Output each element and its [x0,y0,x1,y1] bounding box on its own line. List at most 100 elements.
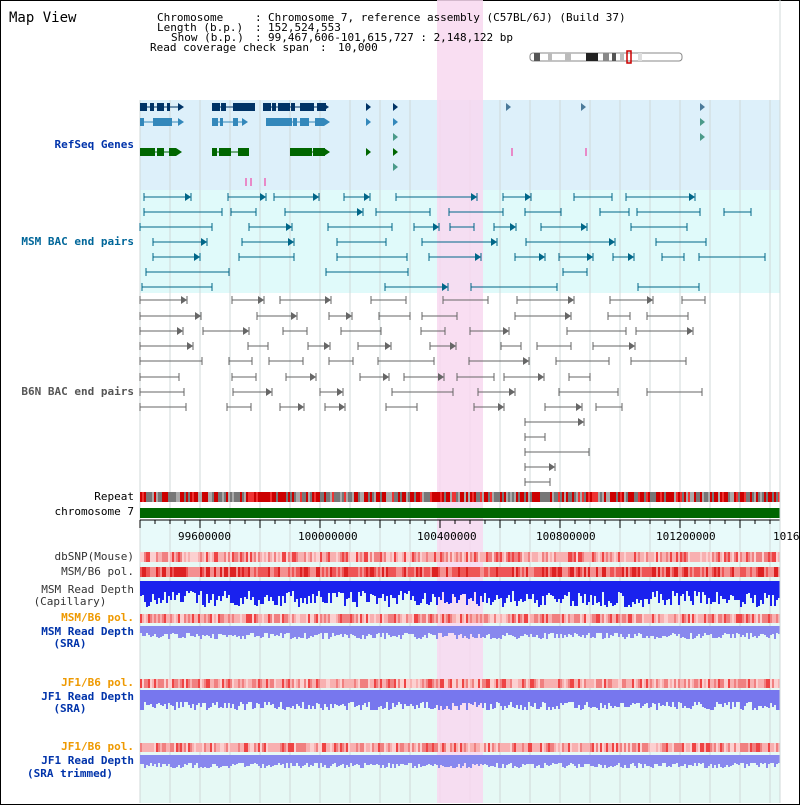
jf1-b6-pol-heat [576,679,578,688]
jf1-depth-trimmed-bar [622,755,624,768]
track-label-jf1-b6-pol-2: JF1/B6 pol. [61,740,134,753]
msm-depth-capillary-bar [744,581,746,604]
track-label-msm-bac[interactable]: MSM BAC end pairs [21,235,134,248]
jf1-depth-trimmed-bar [458,755,460,764]
jf1-b6-pol-2-heat [676,743,678,752]
jf1-depth-sra-bar [676,690,678,709]
jf1-b6-pol-2-heat [600,743,602,752]
jf1-b6-pol-heat [244,679,246,688]
msm-depth-capillary-bar [464,581,466,594]
jf1-b6-pol-heat [344,679,346,688]
dbsnp-heat [724,552,726,562]
msm-b6-pol-sra-heat [210,614,212,623]
msm-b6-pol-heat [436,567,438,577]
jf1-depth-sra-bar [558,690,560,709]
dbsnp-heat [650,552,652,562]
msm-bac-pair-arrow [689,193,695,201]
dbsnp-heat [654,552,656,562]
msm-depth-capillary-bar [192,581,194,592]
jf1-depth-trimmed-bar [660,755,662,766]
msm-b6-pol-heat [682,567,684,577]
jf1-depth-trimmed-bar [646,755,648,766]
msm-b6-pol-heat [192,567,194,577]
jf1-b6-pol-2-heat [672,743,674,752]
jf1-depth-trimmed-bar [158,755,160,763]
msm-b6-pol-sra-heat [692,614,694,623]
b6n-bac-pair-arrow [177,327,183,335]
jf1-b6-pol-heat [148,679,150,688]
repeat-segment [404,492,406,502]
jf1-b6-pol-heat [684,679,686,688]
msm-b6-pol-sra-heat [204,614,206,623]
dbsnp-heat [220,552,222,562]
msm-b6-pol-heat [258,567,260,577]
jf1-depth-trimmed-bar [754,755,756,763]
msm-b6-pol-heat [330,567,332,577]
msm-depth-sra-bar [544,626,546,633]
jf1-b6-pol-2-heat [228,743,230,752]
msm-depth-sra-bar [166,626,168,634]
repeat-segment [494,492,496,502]
dbsnp-heat [704,552,706,562]
jf1-depth-sra-bar [434,690,436,708]
jf1-b6-pol-heat [178,679,180,688]
info-separator: : [255,11,262,24]
msm-depth-sra-bar [324,626,326,633]
msm-b6-pol-sra-heat [590,614,592,623]
msm-depth-capillary-bar [678,581,680,605]
jf1-depth-sra-bar [408,690,410,706]
gene-exon [278,103,290,111]
msm-b6-pol-heat [320,567,322,577]
msm-depth-sra-bar [358,626,360,638]
jf1-b6-pol-heat [660,679,662,688]
msm-depth-sra-bar [354,626,356,636]
jf1-depth-trimmed-bar [774,755,776,767]
msm-depth-sra-bar [220,626,222,634]
repeat-segment [464,492,466,502]
jf1-b6-pol-2-heat [454,743,456,752]
jf1-b6-pol-heat [728,679,730,688]
msm-depth-sra-bar [502,626,504,635]
msm-depth-capillary-bar [542,581,544,596]
jf1-b6-pol-2-heat [282,743,284,752]
msm-depth-capillary-bar [176,581,178,595]
jf1-depth-sra-bar [156,690,158,704]
jf1-depth-trimmed-bar [218,755,220,768]
jf1-b6-pol-2-heat [226,743,228,752]
jf1-depth-trimmed-bar [460,755,462,768]
msm-depth-sra-bar [188,626,190,633]
jf1-b6-pol-heat [756,679,758,688]
dbsnp-heat [766,552,768,562]
track-label-refseq[interactable]: RefSeq Genes [54,138,134,151]
repeat-segment [504,492,506,502]
jf1-b6-pol-2-heat [570,743,572,752]
jf1-b6-pol-heat [542,679,544,688]
track-label-b6n-bac[interactable]: B6N BAC end pairs [21,385,134,398]
b6n-bac-pair-arrow [629,342,635,350]
gene-exon [282,118,292,126]
dbsnp-heat [564,552,566,562]
msm-b6-pol-heat [282,567,284,577]
jf1-depth-sra-bar [528,690,530,702]
dbsnp-heat [160,552,162,562]
msm-b6-pol-sra-heat [734,614,736,623]
repeat-segment [256,492,258,502]
jf1-depth-trimmed-bar [652,755,654,768]
jf1-b6-pol-2-heat [248,743,250,752]
repeat-segment [648,492,650,502]
jf1-depth-sra-bar [166,690,168,709]
msm-depth-sra-bar [402,626,404,635]
b6n-bac-pair-arrow [187,342,193,350]
repeat-segment [760,492,762,502]
msm-b6-pol-sra-heat [612,614,614,623]
jf1-b6-pol-2-heat [450,743,452,752]
msm-depth-capillary-bar [726,581,728,603]
msm-depth-capillary-bar [272,581,274,601]
msm-b6-pol-sra-heat [534,614,536,623]
repeat-segment [226,492,228,502]
repeat-segment [638,492,640,502]
msm-b6-pol-sra-heat [492,614,494,623]
msm-b6-pol-heat [250,567,252,577]
jf1-depth-trimmed-bar [742,755,744,763]
